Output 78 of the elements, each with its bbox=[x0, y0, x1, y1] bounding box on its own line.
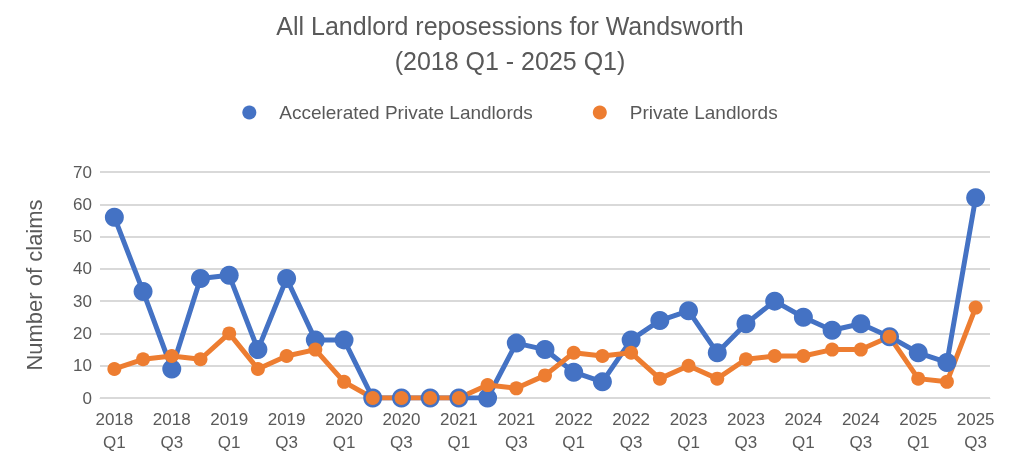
x-tick-label: 2021 Q1 bbox=[439, 410, 478, 452]
point bbox=[535, 340, 555, 360]
point bbox=[822, 320, 842, 340]
point bbox=[738, 352, 753, 367]
point bbox=[908, 343, 928, 363]
point bbox=[650, 311, 670, 331]
point bbox=[679, 301, 699, 321]
point bbox=[337, 374, 352, 389]
y-tick-label: 70 bbox=[73, 162, 92, 182]
point bbox=[853, 342, 868, 357]
y-tick-label: 30 bbox=[73, 291, 92, 311]
point bbox=[248, 340, 268, 360]
point bbox=[104, 207, 124, 227]
point bbox=[652, 371, 667, 386]
y-tick-label: 20 bbox=[73, 323, 92, 343]
legend-label: Accelerated Private Landlords bbox=[279, 102, 533, 123]
chart-title: All Landlord reposessions for Wandsworth bbox=[276, 11, 744, 40]
x-tick-label: 2024 Q1 bbox=[784, 410, 823, 452]
point bbox=[566, 345, 581, 360]
point bbox=[621, 330, 641, 350]
x-tick-label: 2022 Q3 bbox=[612, 410, 651, 452]
point bbox=[222, 326, 237, 341]
legend-label: Private Landlords bbox=[629, 102, 778, 123]
point bbox=[334, 330, 354, 350]
point bbox=[968, 300, 983, 315]
point bbox=[793, 307, 813, 327]
x-tick-label: 2018 Q3 bbox=[152, 410, 191, 452]
x-tick-label: 2018 Q1 bbox=[95, 410, 134, 452]
point bbox=[796, 349, 811, 364]
point bbox=[107, 361, 122, 376]
point bbox=[480, 378, 495, 393]
point bbox=[191, 269, 210, 289]
chart-subtitle: (2018 Q1 - 2025 Q1) bbox=[394, 46, 626, 75]
x-tick-label: 2020 Q3 bbox=[382, 410, 421, 452]
point bbox=[308, 342, 323, 357]
x-tick-label: 2022 Q1 bbox=[554, 410, 593, 452]
y-tick-label: 50 bbox=[73, 227, 92, 247]
x-tick-label: 2019 Q3 bbox=[267, 410, 306, 452]
point bbox=[767, 349, 782, 364]
point bbox=[133, 281, 153, 301]
point bbox=[193, 352, 208, 367]
x-tick-label: 2023 Q3 bbox=[727, 410, 765, 452]
x-tick-label: 2023 Q1 bbox=[669, 410, 708, 452]
x-tick-label: 2025 Q3 bbox=[956, 410, 995, 452]
point bbox=[219, 265, 239, 285]
y-tick-label: 40 bbox=[73, 259, 92, 279]
point bbox=[136, 352, 151, 367]
point bbox=[939, 374, 954, 389]
x-tick-label: 2025 Q1 bbox=[899, 410, 938, 452]
y-tick-label: 10 bbox=[73, 356, 92, 376]
point bbox=[279, 349, 294, 364]
point bbox=[851, 314, 871, 334]
point bbox=[765, 291, 785, 311]
point bbox=[277, 269, 297, 289]
point bbox=[825, 342, 840, 357]
point bbox=[736, 314, 756, 334]
point bbox=[164, 349, 179, 364]
point bbox=[966, 188, 986, 208]
point bbox=[710, 371, 725, 386]
point bbox=[592, 372, 612, 392]
point bbox=[937, 352, 957, 372]
point bbox=[509, 381, 524, 396]
point bbox=[564, 362, 584, 382]
point bbox=[707, 343, 727, 363]
x-tick-label: 2019 Q1 bbox=[210, 410, 249, 452]
point bbox=[624, 345, 639, 360]
x-tick-label: 2024 Q3 bbox=[841, 410, 880, 452]
y-tick-label: 0 bbox=[82, 388, 92, 408]
point bbox=[681, 358, 696, 373]
point bbox=[250, 361, 265, 376]
point bbox=[506, 333, 526, 353]
point bbox=[595, 349, 610, 364]
y-axis-title: Number of claims bbox=[21, 199, 47, 371]
x-tick-label: 2021 Q3 bbox=[497, 410, 536, 452]
point bbox=[911, 371, 926, 386]
x-tick-label: 2020 Q1 bbox=[325, 410, 363, 452]
point bbox=[538, 368, 552, 383]
y-tick-label: 60 bbox=[73, 194, 92, 214]
